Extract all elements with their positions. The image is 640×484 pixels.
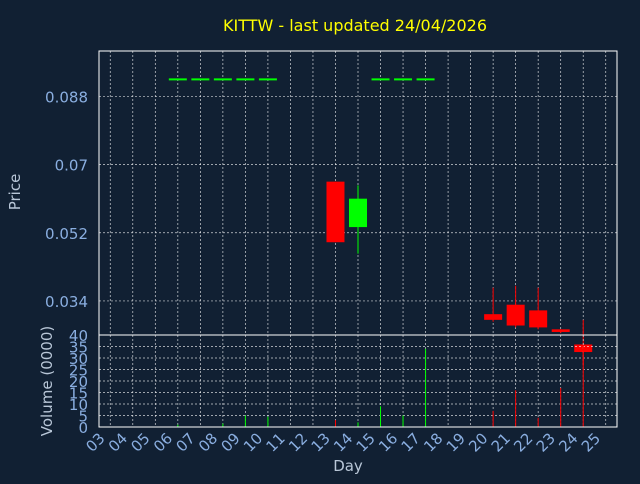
- price-candle-down: [506, 304, 525, 326]
- price-candle-down: [326, 181, 345, 243]
- price-y-tick-label: 0.034: [45, 293, 88, 311]
- price-candle-down: [551, 329, 570, 332]
- price-y-tick-label: 0.088: [45, 88, 88, 106]
- x-tick-label: 25: [578, 429, 604, 455]
- volume-y-tick-label: 30: [69, 350, 88, 368]
- x-axis-label: Day: [333, 457, 363, 475]
- volume-gridlines: [99, 335, 617, 427]
- price-y-tick-labels: 0.034 0.052 0.07 0.088: [45, 88, 88, 310]
- volume-axis-label: Volume (0000): [38, 326, 56, 436]
- x-tick-labels: 0304050607080910111213141516171819202122…: [82, 429, 604, 455]
- price-axis-label: Price: [6, 174, 24, 211]
- volume-y-tick-label: 10: [69, 396, 88, 414]
- volume-y-tick-label: 35: [69, 339, 88, 357]
- price-y-tick-label: 0.052: [45, 225, 88, 243]
- volume-y-tick-label: 15: [69, 385, 88, 403]
- volume-y-tick-label: 40: [69, 327, 88, 345]
- chart-title: KITTW - last updated 24/04/2026: [223, 16, 487, 35]
- price-candle-up: [349, 198, 367, 228]
- volume-panel-frame: [98, 334, 618, 428]
- price-candle-down: [484, 314, 503, 320]
- volume-y-tick-label: 20: [69, 373, 88, 391]
- price-candles: [168, 78, 593, 366]
- volume-bars: [177, 345, 584, 427]
- volume-y-tick-label: 5: [78, 408, 88, 426]
- price-y-tick-label: 0.07: [55, 157, 88, 175]
- volume-y-tick-label: 25: [69, 362, 88, 380]
- volume-y-tick-label: 0: [78, 419, 88, 437]
- price-candle-down: [529, 310, 548, 328]
